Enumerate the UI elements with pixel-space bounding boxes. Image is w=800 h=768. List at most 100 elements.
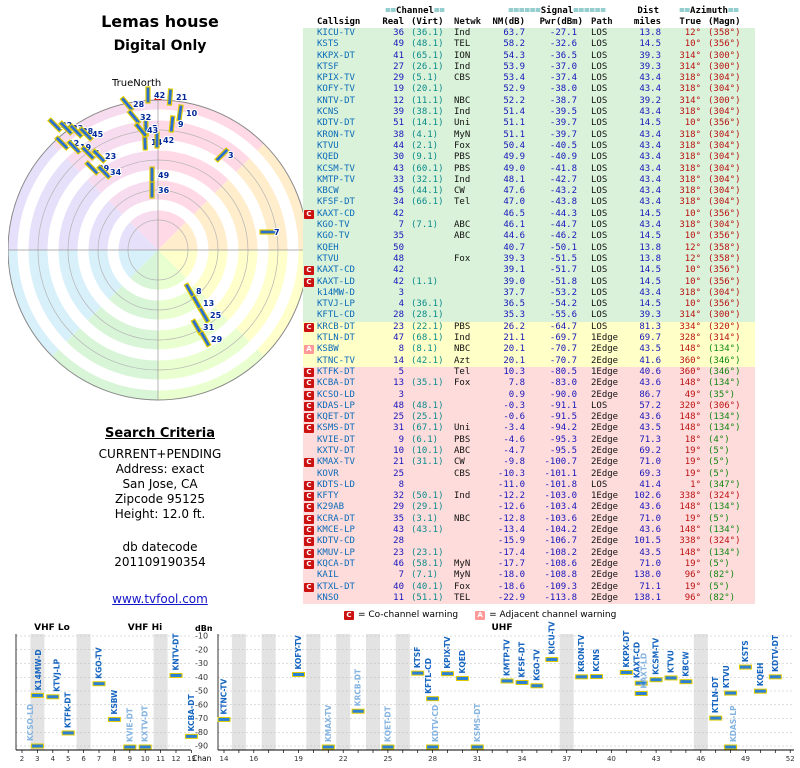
callsign[interactable]: KOFY-TV (317, 84, 355, 95)
radar-marker[interactable]: 42 (145, 86, 166, 104)
station-signal-bar[interactable] (30, 692, 44, 698)
station-signal-bar[interactable] (545, 657, 559, 663)
station-signal-bar[interactable] (590, 674, 603, 680)
callsign[interactable]: KDAS-LP (317, 400, 355, 411)
station-signal-bar[interactable] (500, 678, 514, 684)
callsign[interactable]: KXTV-DT (317, 445, 355, 456)
station-signal-bar[interactable] (351, 708, 365, 714)
radar-marker[interactable]: 25 (197, 306, 223, 324)
callsign[interactable]: KMCE-LP (317, 525, 355, 536)
radar-marker[interactable]: 36 (149, 181, 171, 199)
callsign[interactable]: KNTV-DT (317, 95, 355, 106)
callsign[interactable]: KQEH (317, 242, 339, 253)
radar-marker[interactable]: 23 (91, 148, 117, 164)
callsign[interactable]: KCSO-LD (317, 389, 355, 400)
callsign[interactable]: KAIL (317, 570, 339, 581)
station-signal-bar[interactable] (46, 694, 60, 700)
station-signal-bar[interactable] (664, 675, 678, 681)
callsign[interactable]: KTVU (317, 253, 339, 264)
callsign[interactable]: KFSF-DT (317, 197, 355, 208)
station-signal-bar[interactable] (123, 744, 137, 750)
station-signal-bar[interactable] (470, 744, 484, 750)
callsign[interactable]: KVIE-DT (317, 434, 355, 445)
callsign[interactable]: KTXL-DT (317, 581, 355, 592)
station-signal-bar[interactable] (381, 744, 395, 750)
radar-marker[interactable]: 23 (58, 120, 84, 136)
callsign[interactable]: KQED (317, 152, 339, 163)
station-signal-bar[interactable] (92, 681, 106, 687)
callsign[interactable]: KDTV-CD (317, 536, 355, 547)
callsign[interactable]: KMTP-TV (317, 174, 355, 185)
callsign[interactable]: KRON-TV (317, 129, 355, 140)
radar-marker[interactable]: 45 (78, 126, 105, 142)
callsign[interactable]: KSMS-DT (317, 423, 355, 434)
station-signal-bar[interactable] (634, 690, 648, 696)
callsign[interactable]: KQET-DT (317, 412, 355, 423)
radar-marker[interactable]: 10 (176, 104, 199, 122)
callsign[interactable]: KMAX-TV (317, 457, 355, 468)
callsign[interactable]: KAXT-CD (317, 265, 355, 276)
station-signal-bar[interactable] (619, 669, 633, 675)
callsign[interactable]: KMUV-LP (317, 547, 355, 558)
station-signal-bar[interactable] (107, 716, 121, 722)
station-signal-bar[interactable] (426, 696, 440, 702)
station-signal-bar[interactable] (292, 672, 305, 677)
radar-marker[interactable]: 34 (96, 164, 123, 180)
radar-marker[interactable]: 28 (119, 95, 146, 113)
callsign[interactable]: KTSF (317, 61, 339, 72)
radar-marker[interactable]: 43 (133, 121, 159, 139)
station-signal-bar[interactable] (169, 672, 183, 678)
callsign[interactable]: KAXT-LD (317, 276, 355, 287)
radar-marker[interactable]: 29 (198, 330, 224, 348)
radar-marker[interactable]: 21 (166, 88, 189, 106)
callsign[interactable]: KTNC-TV (317, 355, 355, 366)
callsign[interactable]: KFTL-CD (317, 310, 355, 321)
callsign[interactable]: KGO-TV (317, 231, 350, 242)
callsign[interactable]: KSBW (317, 344, 339, 355)
station-signal-bar[interactable] (575, 674, 589, 680)
station-signal-bar[interactable] (455, 675, 469, 681)
callsign[interactable]: KNSO (317, 592, 339, 603)
callsign[interactable]: KQCA-DT (317, 558, 355, 569)
station-signal-bar[interactable] (426, 744, 440, 750)
station-signal-bar[interactable] (515, 679, 529, 685)
station-signal-bar[interactable] (30, 743, 44, 749)
station-signal-bar[interactable] (679, 679, 693, 685)
callsign[interactable]: KGO-TV (317, 220, 350, 231)
callsign[interactable]: KTVU (317, 140, 339, 151)
callsign[interactable]: KCRA-DT (317, 513, 355, 524)
callsign[interactable]: KAXT-CD (317, 208, 355, 219)
radar-marker[interactable]: 9 (168, 115, 185, 133)
callsign[interactable]: k14MW-D (317, 287, 355, 298)
callsign[interactable]: KSTS (317, 39, 339, 50)
callsign[interactable]: KFTY (317, 491, 339, 502)
radar-marker[interactable]: 3 (214, 147, 235, 163)
station-signal-bar[interactable] (724, 690, 738, 696)
callsign[interactable]: KICU-TV (317, 28, 355, 38)
station-signal-bar[interactable] (184, 733, 198, 739)
callsign[interactable]: KPIX-TV (317, 73, 355, 84)
callsign[interactable]: KBCW (317, 186, 339, 197)
station-signal-bar[interactable] (217, 716, 231, 722)
station-signal-bar[interactable] (634, 680, 648, 686)
callsign[interactable]: KTVJ-LP (317, 299, 355, 310)
callsign[interactable]: KDTS-LD (317, 479, 355, 490)
radar-marker[interactable]: 7 (259, 227, 281, 238)
callsign[interactable]: KCBA-DT (317, 378, 355, 389)
station-signal-bar[interactable] (321, 744, 335, 750)
callsign[interactable]: KOVR (317, 468, 339, 479)
station-signal-bar[interactable] (530, 683, 544, 689)
station-signal-bar[interactable] (768, 674, 782, 680)
station-signal-bar[interactable] (739, 664, 752, 670)
station-signal-bar[interactable] (441, 671, 454, 677)
tvfool-link[interactable]: www.tvfool.com (112, 592, 208, 606)
station-signal-bar[interactable] (709, 715, 723, 721)
station-signal-bar[interactable] (61, 730, 75, 736)
radar-marker[interactable]: 32 (126, 108, 152, 126)
radar-marker[interactable]: 42 (154, 131, 175, 149)
callsign[interactable]: KCSM-TV (317, 163, 355, 174)
callsign[interactable]: K29AB (317, 502, 345, 513)
callsign[interactable]: KCNS (317, 107, 339, 118)
callsign[interactable]: KTLN-DT (317, 333, 355, 344)
callsign[interactable]: KRCB-DT (317, 321, 355, 332)
